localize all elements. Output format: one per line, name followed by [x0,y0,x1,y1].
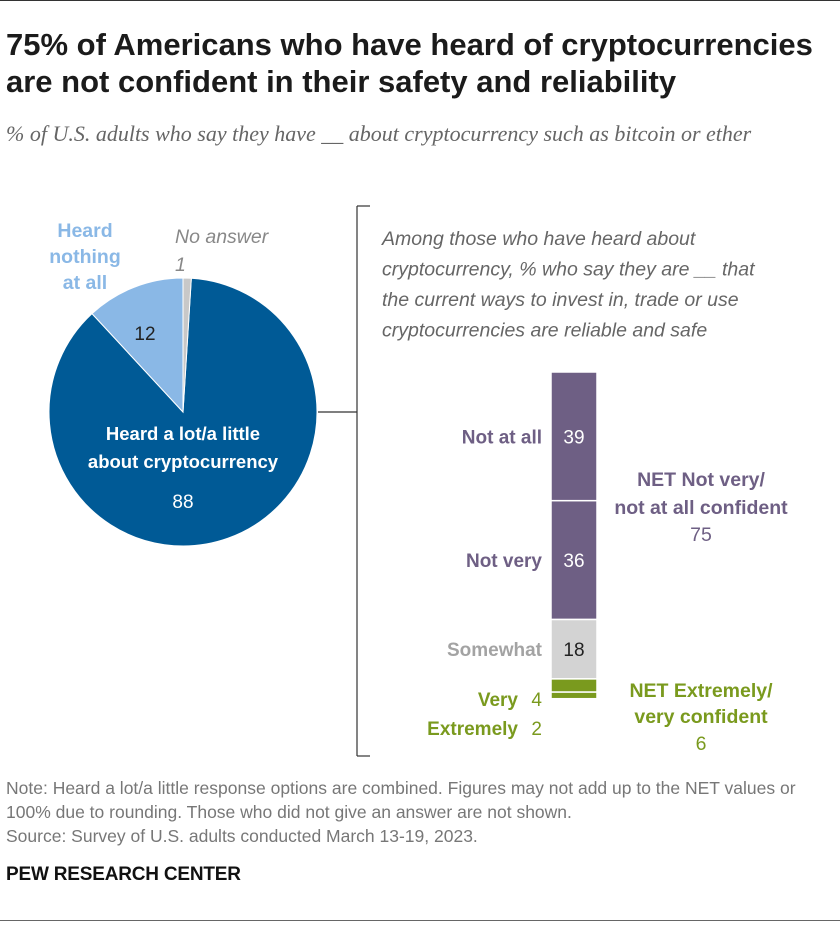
net-label: NET Extremely/ [629,680,773,702]
net-value: 75 [690,524,712,546]
pie-slice-value: 88 [172,492,193,513]
pie-slice-label: at all [63,272,107,294]
top-rule [0,0,840,1]
pie-slice-label: Heard a lot/a little [106,423,260,444]
bar-category-label: Not very [466,551,542,572]
chart-area: Heard a lot/a little about cryptocurrency… [48,205,788,757]
chart-subtitle: % of U.S. adults who say they have __ ab… [6,121,752,146]
bar-value-label: 2 [531,719,542,740]
organization-logo: PEW RESEARCH CENTER [6,864,241,885]
pie-slice [182,277,192,413]
net-label: not at all confident [614,497,788,519]
bar-title-line: the current ways to invest in, trade or … [382,289,739,311]
bar-title-line: cryptocurrency, % who say they are __ th… [382,259,756,281]
bar-category-label: Not at all [462,427,542,448]
connector-bracket [318,205,370,757]
bar-value-label: 39 [563,427,584,448]
pie-chart: Heard a lot/a little about cryptocurrency… [48,220,318,547]
bar-title-line: cryptocurrencies are reliable and safe [382,320,707,342]
note-text: Note: Heard a lot/a little response opti… [6,778,796,822]
chart-title: 75% of Americans who have heard of crypt… [6,27,813,99]
bar-value-label: 18 [563,640,584,661]
bar-title-line: Among those who have heard about [381,228,697,250]
net-label: NET Not very/ [637,469,765,491]
pie-slice-label: nothing [49,246,120,268]
bar-category-label: Very [478,690,519,711]
pie-slice-label: Heard [57,220,112,242]
bar-value-label: 4 [531,690,542,711]
bar-segment [550,678,598,693]
pie-slice-label: about cryptocurrency [88,451,279,472]
source-text: Source: Survey of U.S. adults conducted … [6,826,478,846]
stacked-bar-chart: 39 Not at all 36 Not very 18 Somewhat Very 4 Ext… [427,371,788,755]
bar-category-label: Extremely [427,719,518,740]
bar-segment [550,691,598,700]
net-value: 6 [696,733,707,755]
bottom-rule [0,920,840,921]
pie-slice [91,277,184,414]
pie-slice-value: 12 [134,324,155,345]
chart-note: Note: Heard a lot/a little response opti… [6,776,832,848]
bar-category-label: Somewhat [447,640,543,661]
bar-value-label: 36 [563,551,584,572]
bar-segment [550,499,598,621]
bar-chart-title: Among those who have heard about cryptocu… [381,228,756,342]
pie-slice-value: 1 [175,254,186,276]
net-label: very confident [634,706,768,728]
pie-slice-label: No answer [175,226,270,248]
